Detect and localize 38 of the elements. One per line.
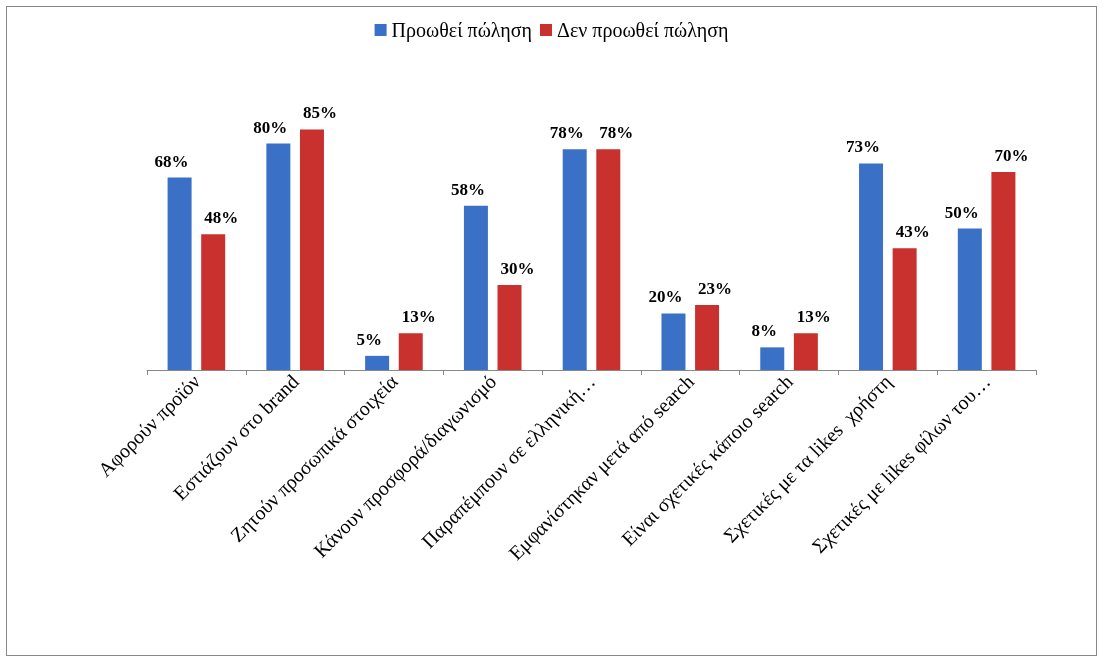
data-label: 43% [895, 222, 930, 242]
bar [266, 143, 291, 370]
bar [991, 171, 1016, 370]
bar [596, 149, 621, 370]
data-label: 50% [944, 202, 979, 222]
data-label: 23% [698, 278, 733, 298]
bar [859, 163, 884, 370]
bar [201, 234, 226, 370]
data-label: 73% [846, 137, 881, 157]
legend-label: Δεν προωθεί πώληση [557, 19, 729, 42]
data-label: 80% [253, 117, 288, 137]
data-label: 5% [356, 329, 382, 349]
bar [167, 177, 192, 370]
bar [463, 205, 488, 370]
bar [892, 248, 917, 370]
bar [957, 228, 982, 370]
bar [695, 304, 720, 370]
data-label: 78% [599, 123, 634, 143]
bar [760, 347, 785, 370]
bar [793, 333, 818, 370]
data-label: 68% [154, 151, 189, 171]
data-label: 78% [549, 123, 584, 143]
data-label: 48% [204, 208, 239, 228]
bar [365, 355, 390, 370]
bar [398, 333, 423, 370]
data-label: 30% [500, 259, 535, 279]
bar [299, 129, 324, 370]
bar [562, 149, 587, 370]
data-label: 85% [302, 103, 337, 123]
legend-label: Προωθεί πώληση [391, 19, 533, 42]
bar [661, 313, 686, 370]
data-label: 58% [450, 179, 485, 199]
data-label: 8% [751, 321, 778, 341]
data-label: 13% [401, 307, 436, 327]
data-label: 13% [796, 307, 831, 327]
data-label: 70% [994, 145, 1029, 165]
data-label: 20% [648, 287, 683, 307]
bar [497, 285, 522, 370]
